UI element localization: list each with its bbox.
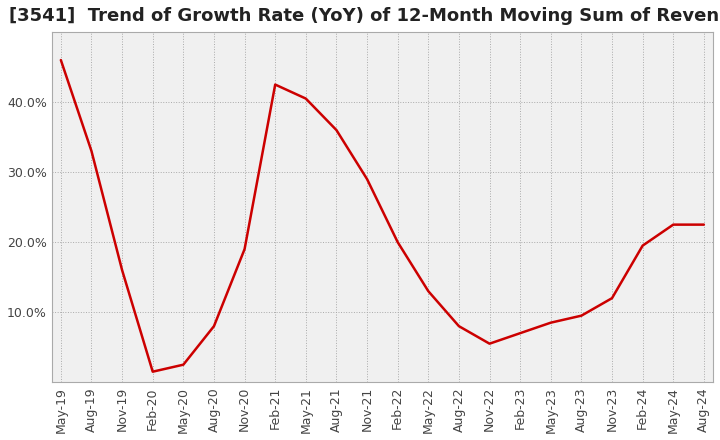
Title: [3541]  Trend of Growth Rate (YoY) of 12-Month Moving Sum of Revenues: [3541] Trend of Growth Rate (YoY) of 12-… — [9, 7, 720, 25]
